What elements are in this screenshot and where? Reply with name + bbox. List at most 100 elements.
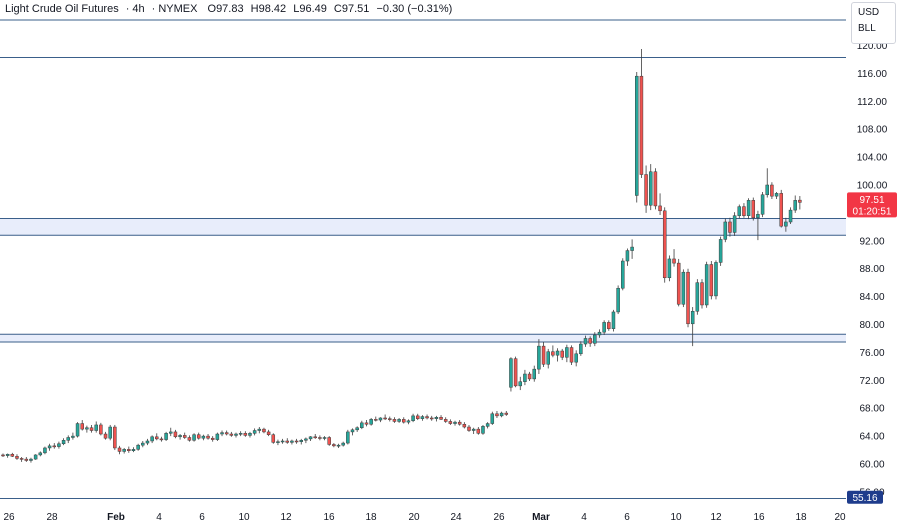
interval-label[interactable]: 4h bbox=[132, 3, 145, 15]
separator-dot: · bbox=[151, 3, 156, 15]
candle bbox=[476, 427, 481, 435]
candle-body bbox=[718, 239, 723, 263]
candle bbox=[117, 445, 122, 455]
candle-body bbox=[439, 417, 443, 420]
candle bbox=[644, 165, 648, 213]
candle-body bbox=[336, 444, 341, 447]
candle bbox=[276, 439, 280, 446]
date-tick-label: 16 bbox=[753, 512, 765, 523]
candle-body bbox=[746, 200, 751, 216]
zone-fill bbox=[0, 334, 846, 342]
candle-body bbox=[178, 435, 182, 438]
candle bbox=[602, 320, 606, 335]
candle bbox=[788, 207, 793, 225]
candle bbox=[38, 451, 43, 457]
candle-body bbox=[611, 311, 616, 329]
candle bbox=[201, 434, 206, 441]
price-tick-label: 76.00 bbox=[859, 348, 884, 359]
candle bbox=[532, 365, 536, 382]
currency-unit-panel[interactable]: USD BLL bbox=[851, 2, 896, 44]
candle-body bbox=[742, 206, 746, 216]
price-tick-label: 72.00 bbox=[859, 376, 884, 387]
candle-body bbox=[248, 433, 252, 436]
candle bbox=[798, 196, 802, 210]
candle-body bbox=[150, 436, 154, 442]
candle bbox=[187, 435, 192, 442]
candle bbox=[206, 434, 210, 440]
date-tick-label: 26 bbox=[493, 512, 505, 523]
candle-body bbox=[294, 440, 299, 443]
candle bbox=[672, 249, 676, 267]
candle-body bbox=[43, 447, 47, 454]
candle-body bbox=[360, 422, 364, 428]
candle bbox=[700, 279, 704, 309]
candle-body bbox=[113, 426, 117, 449]
candle-body bbox=[271, 434, 276, 443]
candle-body bbox=[541, 345, 546, 365]
candle-body bbox=[243, 433, 248, 436]
candle bbox=[66, 435, 70, 444]
candle bbox=[462, 422, 467, 429]
unit-label[interactable]: BLL bbox=[858, 23, 876, 34]
candle bbox=[513, 356, 518, 388]
candle bbox=[131, 447, 136, 453]
candle bbox=[509, 357, 513, 392]
time-axis[interactable]: 26 28 Feb 4 6 10 12 16 18 20 24 26 Mar 4 6 10 12 16 18 20 bbox=[3, 512, 846, 523]
candle bbox=[238, 431, 243, 437]
candle-body bbox=[299, 440, 303, 442]
candle bbox=[611, 309, 616, 332]
candle bbox=[635, 72, 639, 203]
candle bbox=[322, 436, 327, 441]
price-axis[interactable]: 120.00116.00112.00108.00104.00100.0096.0… bbox=[857, 41, 888, 498]
candle-body bbox=[24, 458, 29, 461]
candle bbox=[388, 416, 392, 422]
date-tick-label: 10 bbox=[238, 512, 250, 523]
candle-body bbox=[187, 437, 192, 441]
candle-body bbox=[509, 358, 513, 388]
candle-body bbox=[607, 322, 611, 329]
candle-body bbox=[285, 440, 290, 443]
candle-body bbox=[635, 75, 639, 196]
candle-body bbox=[579, 343, 583, 355]
candle bbox=[122, 447, 126, 454]
candle bbox=[621, 258, 625, 291]
candle-body bbox=[495, 413, 499, 417]
candle bbox=[313, 434, 317, 439]
high-value: 98.42 bbox=[258, 3, 287, 15]
candle-body bbox=[662, 210, 667, 279]
candle bbox=[257, 427, 262, 434]
candle-body bbox=[714, 262, 718, 297]
candle bbox=[61, 438, 66, 446]
candle bbox=[681, 269, 686, 308]
candle bbox=[215, 432, 220, 441]
candle bbox=[336, 443, 341, 448]
candle-body bbox=[588, 338, 592, 344]
candle-body bbox=[518, 381, 523, 387]
date-tick-label: 20 bbox=[408, 512, 420, 523]
candle bbox=[169, 427, 173, 437]
candle-body bbox=[215, 433, 220, 440]
candle-body bbox=[551, 351, 555, 356]
candle bbox=[709, 261, 714, 300]
candle-body bbox=[131, 449, 136, 451]
zones-layer bbox=[0, 217, 846, 343]
candle-body bbox=[639, 75, 644, 175]
candle bbox=[355, 426, 359, 432]
candle-body bbox=[57, 443, 61, 447]
candle-body bbox=[411, 415, 415, 422]
candle bbox=[327, 436, 331, 446]
candle bbox=[718, 236, 723, 266]
candle bbox=[784, 217, 788, 232]
candle-body bbox=[392, 419, 397, 422]
candle-body bbox=[169, 431, 173, 434]
price-tick-label: 92.00 bbox=[859, 236, 884, 247]
candle-body bbox=[793, 200, 797, 211]
candle bbox=[420, 415, 425, 421]
candle bbox=[597, 329, 602, 338]
symbol-title[interactable]: Light Crude Oil Futures bbox=[5, 3, 119, 15]
candle-body bbox=[206, 435, 210, 439]
candle bbox=[676, 258, 681, 307]
candle bbox=[485, 422, 490, 429]
currency-label[interactable]: USD bbox=[858, 7, 880, 18]
